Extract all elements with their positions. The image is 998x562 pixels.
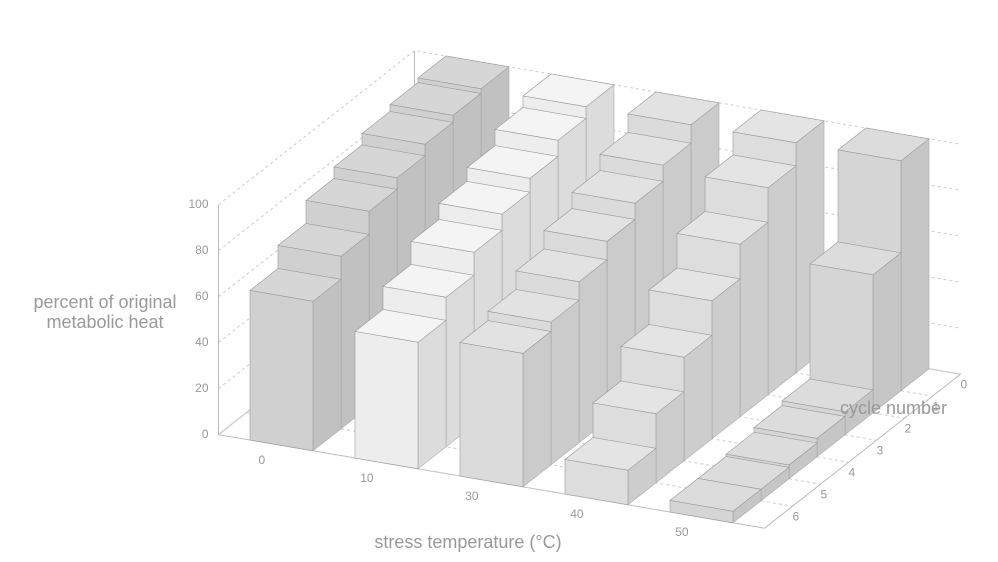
ribbon-side	[417, 319, 447, 470]
z-axis-title: cycle number	[840, 398, 948, 418]
y-tick-label: 100	[188, 197, 208, 211]
ribbon-side	[739, 221, 769, 418]
y-tick-label: 60	[195, 289, 209, 303]
ribbon-front	[564, 459, 629, 506]
ribbon-side	[550, 299, 580, 466]
y-axis-title: percent of original metabolic heat	[33, 292, 177, 332]
ribbon-side	[711, 278, 741, 440]
ribbon-front	[249, 290, 314, 452]
x-tick-label: 50	[675, 525, 689, 539]
z-tick-label: 0	[961, 377, 968, 391]
x-axis-title: stress temperature (°C)	[374, 532, 562, 552]
ribbon-front	[669, 500, 734, 524]
z-tick-label: 6	[793, 509, 800, 523]
ribbon-side	[872, 252, 902, 414]
ribbon-side	[522, 330, 552, 488]
x-tick-label: 10	[360, 471, 374, 485]
ribbon-side	[767, 165, 797, 396]
x-tick-label: 30	[465, 489, 479, 503]
z-tick-label: 1	[933, 399, 940, 413]
y-tick-label: 20	[195, 381, 209, 395]
x-tick-label: 40	[570, 507, 584, 521]
x-tick-label: 0	[259, 453, 266, 467]
ribbon-front	[459, 342, 524, 488]
y-tick-label: 40	[195, 335, 209, 349]
y-tick-label: 80	[195, 243, 209, 257]
ribbon-side	[900, 138, 930, 392]
ribbon-front	[354, 331, 419, 470]
ribbon-side	[312, 278, 342, 452]
z-tick-label: 2	[905, 421, 912, 435]
z-tick-label: 3	[877, 443, 884, 457]
z-tick-label: 5	[821, 487, 828, 501]
y-tick-label: 0	[202, 427, 209, 441]
z-tick-label: 4	[849, 465, 856, 479]
